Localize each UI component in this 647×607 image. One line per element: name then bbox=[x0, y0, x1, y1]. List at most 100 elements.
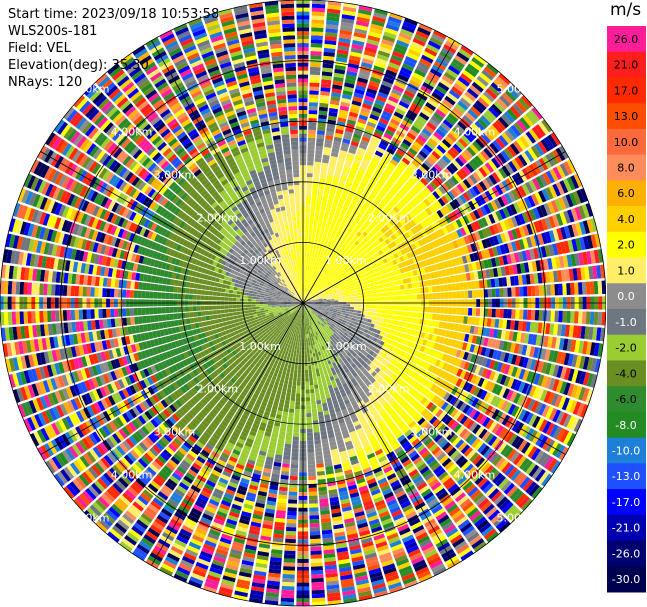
velocity-gate bbox=[512, 331, 518, 342]
velocity-gate bbox=[431, 150, 441, 160]
velocity-gate bbox=[474, 280, 480, 289]
velocity-gate bbox=[421, 434, 430, 444]
velocity-gate bbox=[375, 271, 381, 277]
velocity-gate bbox=[359, 327, 365, 332]
velocity-gate bbox=[303, 318, 305, 323]
velocity-gate bbox=[337, 311, 342, 315]
velocity-gate bbox=[546, 284, 552, 296]
velocity-gate bbox=[460, 265, 466, 273]
velocity-gate bbox=[394, 152, 403, 160]
velocity-gate bbox=[457, 100, 469, 111]
velocity-gate bbox=[406, 545, 420, 554]
velocity-gate bbox=[304, 346, 307, 351]
velocity-gate bbox=[478, 280, 484, 289]
velocity-gate bbox=[427, 98, 439, 108]
velocity-gate bbox=[534, 285, 540, 296]
velocity-gate bbox=[331, 148, 340, 154]
velocity-gate bbox=[308, 313, 311, 318]
velocity-gate bbox=[410, 264, 417, 271]
velocity-gate bbox=[397, 295, 402, 301]
velocity-gate bbox=[572, 191, 582, 205]
velocity-gate bbox=[352, 324, 358, 329]
velocity-gate bbox=[324, 227, 329, 233]
velocity-gate bbox=[516, 138, 527, 151]
velocity-gate bbox=[417, 180, 426, 189]
velocity-gate bbox=[310, 299, 315, 301]
velocity-gate bbox=[412, 559, 426, 569]
velocity-gate bbox=[522, 460, 533, 473]
velocity-gate bbox=[592, 265, 598, 279]
velocity-gate bbox=[527, 398, 536, 411]
velocity-gate bbox=[310, 546, 322, 552]
velocity-gate bbox=[504, 265, 510, 276]
velocity-gate bbox=[323, 270, 327, 275]
velocity-gate bbox=[325, 334, 330, 339]
velocity-gate bbox=[511, 158, 521, 171]
velocity-gate bbox=[306, 309, 309, 314]
velocity-gate bbox=[331, 323, 336, 327]
velocity-gate bbox=[577, 282, 583, 295]
velocity-gate bbox=[455, 248, 462, 257]
velocity-gate bbox=[480, 132, 492, 144]
velocity-gate bbox=[348, 240, 354, 246]
velocity-gate bbox=[545, 271, 551, 283]
velocity-gate bbox=[409, 200, 417, 208]
velocity-gate bbox=[351, 267, 357, 272]
velocity-gate bbox=[392, 428, 401, 436]
velocity-gate bbox=[356, 16, 370, 24]
velocity-gate bbox=[388, 16, 402, 25]
velocity-gate bbox=[335, 288, 341, 292]
velocity-gate bbox=[342, 217, 348, 224]
velocity-gate bbox=[495, 245, 502, 256]
velocity-gate bbox=[561, 397, 570, 411]
velocity-gate bbox=[304, 279, 306, 284]
velocity-gate bbox=[329, 319, 334, 323]
velocity-gate bbox=[477, 377, 485, 388]
velocity-gate bbox=[421, 469, 432, 478]
velocity-gate bbox=[409, 435, 418, 444]
velocity-gate bbox=[304, 283, 306, 288]
velocity-gate bbox=[531, 126, 543, 140]
velocity-gate bbox=[452, 537, 465, 548]
velocity-gate bbox=[356, 427, 364, 434]
velocity-gate bbox=[436, 343, 443, 352]
velocity-gate bbox=[430, 279, 436, 286]
velocity-gate bbox=[530, 400, 540, 413]
velocity-gate bbox=[311, 320, 315, 325]
velocity-gate bbox=[585, 389, 594, 403]
velocity-gate bbox=[329, 260, 335, 266]
velocity-gate bbox=[310, 558, 323, 563]
velocity-gate bbox=[442, 119, 454, 129]
velocity-gate bbox=[488, 236, 496, 247]
velocity-gate bbox=[289, 404, 295, 409]
velocity-gate bbox=[432, 30, 447, 40]
velocity-gate bbox=[369, 297, 374, 301]
velocity-gate bbox=[362, 231, 368, 238]
velocity-gate bbox=[518, 356, 525, 368]
velocity-gate bbox=[509, 105, 521, 118]
velocity-gate bbox=[316, 463, 324, 468]
velocity-gate bbox=[566, 254, 573, 267]
velocity-gate bbox=[444, 95, 456, 106]
velocity-gate bbox=[400, 411, 409, 420]
velocity-gate bbox=[318, 299, 323, 301]
velocity-gate bbox=[446, 322, 452, 330]
velocity-gate bbox=[375, 316, 381, 322]
velocity-gate bbox=[299, 350, 302, 355]
velocity-gate bbox=[373, 496, 384, 504]
velocity-gate bbox=[383, 429, 392, 438]
velocity-gate bbox=[411, 197, 420, 206]
velocity-gate bbox=[379, 409, 387, 417]
velocity-gate bbox=[412, 37, 426, 47]
velocity-gate bbox=[328, 195, 334, 201]
velocity-gate bbox=[321, 71, 333, 77]
velocity-gate bbox=[457, 154, 468, 165]
velocity-gate bbox=[423, 218, 431, 227]
velocity-gate bbox=[378, 143, 387, 151]
velocity-gate bbox=[315, 312, 319, 316]
velocity-gate bbox=[325, 309, 330, 313]
velocity-gate bbox=[562, 283, 567, 296]
velocity-gate bbox=[318, 114, 327, 120]
velocity-gate bbox=[341, 97, 351, 104]
velocity-gate bbox=[342, 364, 348, 371]
